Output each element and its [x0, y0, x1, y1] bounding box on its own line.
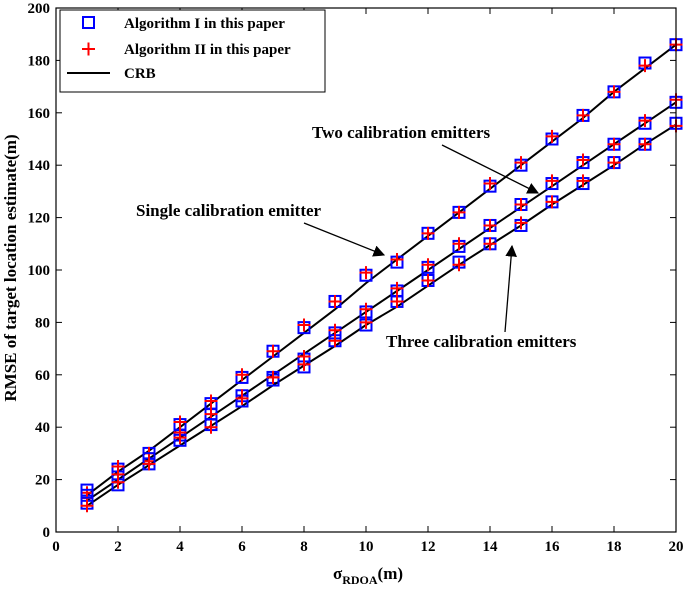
algorithm2-point — [111, 475, 125, 489]
tick-layer: 0 2 4 6 8 10 12 14 16 18 2002040608010012014016018… — [28, 1, 684, 555]
algorithm2-point — [359, 302, 373, 316]
y-tick-label: 20 — [35, 473, 50, 489]
x-tick-label: 14 — [483, 539, 499, 555]
algorithm2-point — [545, 174, 559, 188]
x-tick-label: 0 — [52, 539, 60, 555]
y-tick-label: 120 — [28, 211, 51, 227]
legend-label-crb: CRB — [124, 66, 156, 82]
y-tick-label: 200 — [28, 1, 51, 17]
x-tick-label: 12 — [421, 539, 436, 555]
x-axis-label-unit: (m) — [378, 564, 403, 583]
algorithm2-point — [452, 237, 466, 251]
x-tick-label: 10 — [359, 539, 374, 555]
legend-label-algorithm1: Algorithm I in this paper — [124, 16, 285, 32]
algorithm2-point — [390, 294, 404, 308]
algorithm2-point — [235, 368, 249, 382]
y-tick-label: 160 — [28, 106, 51, 122]
algorithm2-point — [359, 266, 373, 280]
algorithm2-point — [173, 431, 187, 445]
annotation-three-calibration-emitters: Three calibration emitters — [386, 332, 577, 351]
x-tick-label: 20 — [669, 539, 684, 555]
x-axis-label-subscript: RDOA — [342, 573, 378, 587]
algorithm2-point — [576, 153, 590, 167]
arrow-two-calibration-emitters — [441, 144, 540, 194]
arrow-three-calibration-emitters — [504, 244, 517, 333]
algorithm2-point — [545, 195, 559, 209]
algorithm2-point — [545, 129, 559, 143]
algorithm2-point — [421, 258, 435, 272]
y-tick-label: 60 — [35, 368, 50, 384]
y-tick-label: 40 — [35, 420, 50, 436]
legend-label-algorithm2: Algorithm II in this paper — [124, 42, 291, 58]
algorithm2-point — [576, 174, 590, 188]
x-tick-label: 4 — [176, 539, 184, 555]
algorithm2-point — [204, 420, 218, 434]
y-axis-label: RMSE of target location estimate(m) — [1, 134, 20, 401]
algorithm2-point — [452, 205, 466, 219]
algorithm2-point — [638, 59, 652, 73]
algorithm2-point — [266, 344, 280, 358]
algorithm2-point — [607, 156, 621, 170]
legend-square-marker — [82, 16, 95, 29]
series-group-2 — [80, 116, 683, 513]
x-tick-label: 6 — [238, 539, 246, 555]
algorithm2-point — [390, 281, 404, 295]
algorithm2-point — [297, 318, 311, 332]
algorithm2-point — [142, 457, 156, 471]
legend: Algorithm I in this paper Algorithm II i… — [59, 9, 326, 93]
legend-box — [59, 9, 326, 93]
algorithm2-point — [421, 273, 435, 287]
algorithm2-point — [328, 334, 342, 348]
algorithm2-point — [235, 391, 249, 405]
algorithm2-point — [390, 253, 404, 267]
algorithm2-point — [514, 156, 528, 170]
algorithm2-point — [638, 137, 652, 151]
x-tick-label: 18 — [607, 539, 622, 555]
y-tick-label: 100 — [28, 263, 51, 279]
algorithm2-point — [483, 218, 497, 232]
algorithm2-point — [421, 226, 435, 240]
x-axis-label-symbol: σ — [333, 564, 343, 583]
x-axis-label: σRDOA(m) — [333, 564, 403, 587]
annotation-single-calibration-emitter: Single calibration emitter — [136, 201, 322, 220]
algorithm2-point — [80, 499, 94, 513]
algorithm2-point — [328, 294, 342, 308]
plot-frame — [55, 7, 677, 533]
y-tick-label: 180 — [28, 53, 51, 69]
algorithm2-point — [297, 357, 311, 371]
algorithm2-point — [607, 137, 621, 151]
algorithm2-point — [452, 258, 466, 272]
algorithm2-point — [607, 85, 621, 99]
algorithm2-point — [204, 394, 218, 408]
annotations: Single calibration emitter Two calibrati… — [136, 123, 577, 351]
y-tick-label: 80 — [35, 315, 50, 331]
algorithm2-point — [638, 114, 652, 128]
x-tick-label: 8 — [300, 539, 308, 555]
x-tick-label: 2 — [114, 539, 122, 555]
arrow-single-calibration-emitter — [303, 222, 386, 257]
algorithm2-point — [266, 370, 280, 384]
algorithm2-point — [483, 177, 497, 191]
algorithm2-point — [514, 216, 528, 230]
algorithm2-point — [483, 237, 497, 251]
x-tick-label: 16 — [545, 539, 561, 555]
algorithm2-point — [576, 108, 590, 122]
y-tick-label: 0 — [43, 525, 51, 541]
y-tick-label: 140 — [28, 158, 51, 174]
annotation-two-calibration-emitters: Two calibration emitters — [312, 123, 491, 142]
algorithm2-point — [514, 198, 528, 211]
legend-plus-marker — [82, 42, 95, 56]
algorithm2-point — [359, 315, 373, 329]
